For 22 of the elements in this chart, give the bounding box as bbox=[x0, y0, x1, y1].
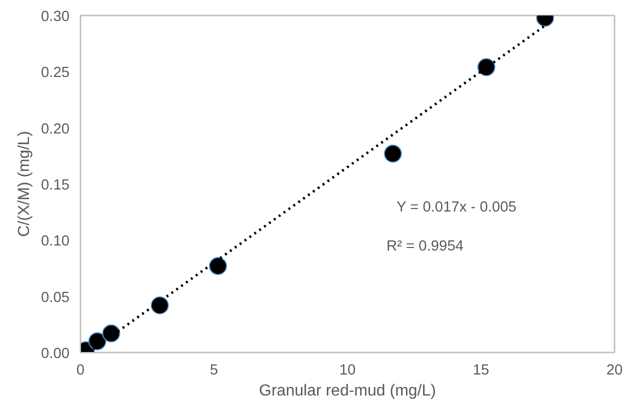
point bbox=[102, 324, 120, 342]
y-tick-label: 0.05 bbox=[40, 290, 70, 306]
x-tick-label: 10 bbox=[339, 362, 356, 378]
y-tick-label: 0.25 bbox=[40, 65, 70, 82]
point bbox=[209, 257, 228, 275]
y-tick-label: 0.00 bbox=[40, 346, 70, 362]
annotation: R² = 0.9954 bbox=[386, 238, 464, 254]
y-tick-label: 0.30 bbox=[40, 9, 70, 25]
x-tick-label: 0 bbox=[76, 362, 85, 378]
point bbox=[150, 296, 169, 314]
y-tick-label: 0.20 bbox=[40, 121, 70, 138]
x-axis-title: Granular red-mud (mg/L) bbox=[259, 382, 436, 400]
x-tick-label: 15 bbox=[472, 362, 490, 378]
y-tick-label: 0.15 bbox=[40, 178, 70, 194]
y-axis-title: C/(X/M) (mg/L) bbox=[16, 131, 33, 237]
annotation: Y = 0.017x - 0.005 bbox=[396, 200, 516, 216]
point bbox=[384, 144, 402, 163]
x-tick-label: 20 bbox=[606, 362, 623, 378]
y-tick-label: 0.10 bbox=[40, 234, 70, 250]
point bbox=[88, 332, 106, 350]
x-tick-label: 5 bbox=[210, 362, 218, 378]
point bbox=[477, 58, 496, 76]
